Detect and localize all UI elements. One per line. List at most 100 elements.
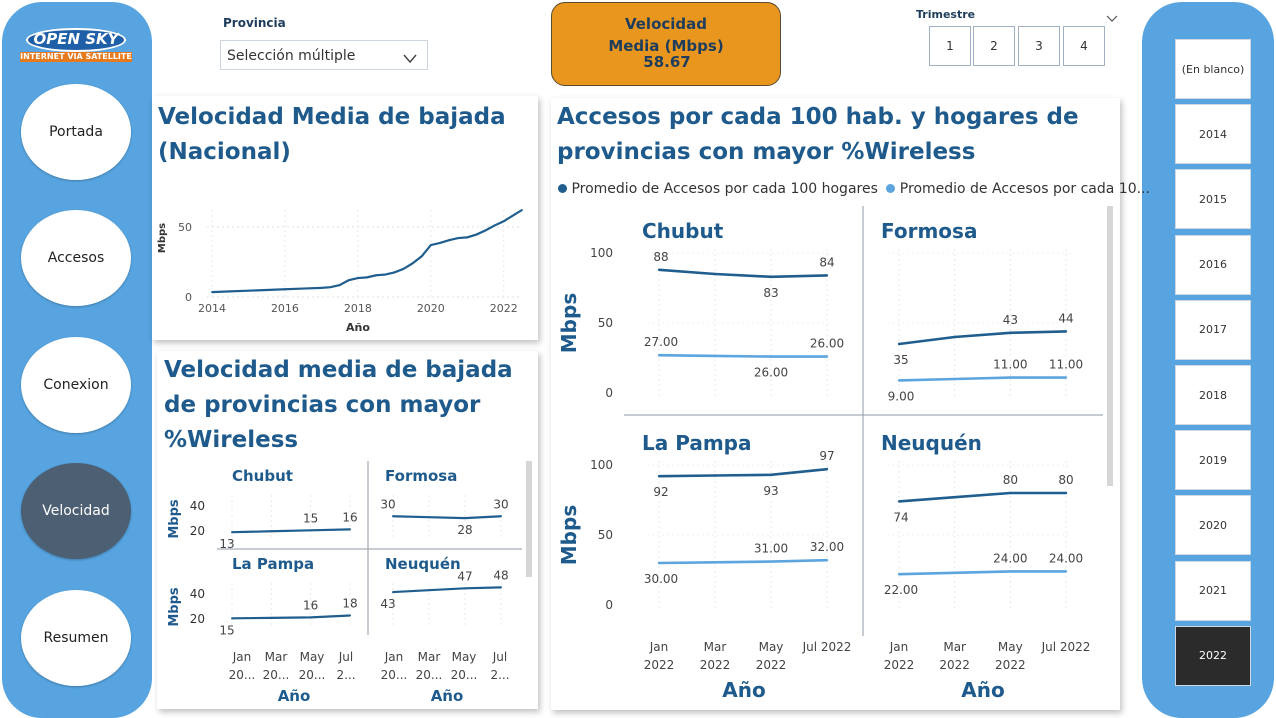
trimestre-option-2[interactable]: 2	[973, 26, 1015, 66]
x-tick-label: 2022	[995, 658, 1026, 672]
data-point	[265, 289, 268, 291]
x-tick-label: 2022	[490, 302, 518, 315]
data-label: 83	[763, 286, 778, 300]
data-point	[657, 561, 661, 565]
x-tick-label: 20...	[299, 668, 326, 682]
trimestre-option-1[interactable]: 1	[929, 26, 971, 66]
year-option-1[interactable]: 2014	[1175, 104, 1251, 165]
data-point	[825, 468, 829, 471]
series-line	[898, 330, 1067, 346]
provincia-dropdown[interactable]: Selección múltiple	[220, 40, 428, 70]
data-point	[231, 617, 233, 620]
data-point	[349, 528, 351, 531]
year-option-9[interactable]: 2022	[1175, 625, 1251, 686]
data-point	[953, 377, 956, 381]
data-point	[897, 379, 901, 382]
x-tick-label: May	[300, 650, 325, 664]
data-point	[769, 560, 773, 563]
x-tick-label: 2020	[417, 302, 445, 315]
province-speed-chart: 40 20 Mbps 40 20 Mbps Chubut 13 15 16 Formosa 30 28 3…	[167, 461, 532, 705]
series-line	[211, 209, 523, 294]
data-label: 26.00	[810, 337, 844, 351]
chevron-down-icon[interactable]	[1106, 8, 1118, 27]
nav-button-resumen[interactable]: Resumen	[21, 590, 131, 686]
data-label: 16	[342, 510, 357, 524]
y-tick-label: 40	[190, 587, 205, 601]
panel-title: Neuquén	[881, 431, 982, 455]
x-axis-label: Año	[278, 687, 311, 705]
x-tick-label: 2022	[644, 658, 675, 672]
y-axis-label: Mbps	[167, 587, 182, 627]
legend-dot-dark	[558, 184, 567, 193]
data-point	[953, 571, 956, 574]
x-tick-label: Jan	[889, 640, 909, 654]
data-label: 43	[380, 597, 395, 611]
data-point	[713, 354, 717, 358]
data-point	[302, 287, 305, 290]
year-option-6[interactable]: 2019	[1175, 430, 1251, 491]
data-point	[229, 290, 232, 293]
data-point	[657, 354, 661, 357]
data-point	[484, 229, 487, 232]
data-point	[211, 291, 213, 293]
data-point	[493, 224, 496, 227]
year-option-3[interactable]: 2016	[1175, 234, 1251, 295]
data-point	[393, 271, 396, 274]
legend-dot-light	[886, 184, 896, 193]
trimestre-option-4[interactable]: 4	[1063, 26, 1105, 66]
data-label: 15	[303, 511, 318, 525]
panel-title: Neuquén	[385, 555, 461, 573]
data-point	[411, 262, 414, 265]
data-point	[375, 274, 378, 277]
year-option-8[interactable]: 2021	[1175, 560, 1251, 621]
national-speed-card	[152, 96, 538, 340]
panel-title: La Pampa	[642, 431, 751, 455]
data-label: 93	[763, 484, 778, 498]
accesses-card	[551, 98, 1120, 710]
data-label: 80	[1058, 473, 1073, 487]
panel-title: Chubut	[232, 467, 293, 485]
x-tick-label: 20...	[451, 668, 478, 682]
data-label: 16	[303, 598, 318, 612]
data-point	[420, 255, 423, 258]
data-label: 35	[893, 353, 908, 367]
panel-title: Chubut	[642, 219, 724, 243]
data-label: 97	[819, 449, 834, 463]
x-axis-label: Año	[961, 678, 1004, 702]
province-speed-title: Velocidad media de bajada de provincias …	[164, 357, 513, 453]
y-tick-label: 50	[598, 316, 613, 330]
year-option-4[interactable]: 2017	[1175, 299, 1251, 360]
y-tick-label: 100	[590, 458, 613, 472]
chevron-down-icon	[403, 49, 417, 68]
year-option-5[interactable]: 2018	[1175, 365, 1251, 425]
data-point	[466, 236, 469, 239]
data-point	[392, 591, 394, 594]
x-tick-label: 2...	[336, 668, 355, 682]
nav-button-velocidad[interactable]: Velocidad	[21, 463, 131, 559]
y-tick-label: 50	[598, 528, 613, 542]
trimestre-option-3[interactable]: 3	[1018, 26, 1060, 66]
series-line	[658, 353, 827, 358]
year-option-7[interactable]: 2020	[1175, 495, 1251, 556]
year-option-2[interactable]: 2015	[1175, 169, 1251, 230]
x-tick-label: 2016	[271, 302, 299, 315]
y-tick-label: 40	[190, 499, 205, 513]
data-label: 15	[219, 623, 234, 637]
year-option-0[interactable]: (En blanco)	[1175, 39, 1251, 99]
data-point	[1009, 376, 1012, 379]
data-point	[349, 614, 351, 617]
data-point	[284, 288, 286, 291]
nav-button-conexion[interactable]: Conexion	[21, 337, 131, 433]
nav-button-accesos[interactable]: Accesos	[21, 210, 131, 306]
x-tick-label: 2...	[490, 668, 509, 682]
data-point	[825, 355, 829, 358]
data-point	[392, 515, 394, 518]
kpi-value: 58.67	[643, 53, 691, 71]
panel-title: La Pampa	[232, 555, 314, 573]
data-point	[500, 515, 502, 518]
nav-button-portada[interactable]: Portada	[21, 84, 131, 180]
data-point	[329, 286, 332, 289]
x-tick-label: 2022	[884, 658, 915, 672]
x-tick-label: 2022	[700, 658, 731, 672]
national-speed-chart: 0 50 2014 2016 2018 2020 2022 Año Mbps	[157, 209, 523, 334]
